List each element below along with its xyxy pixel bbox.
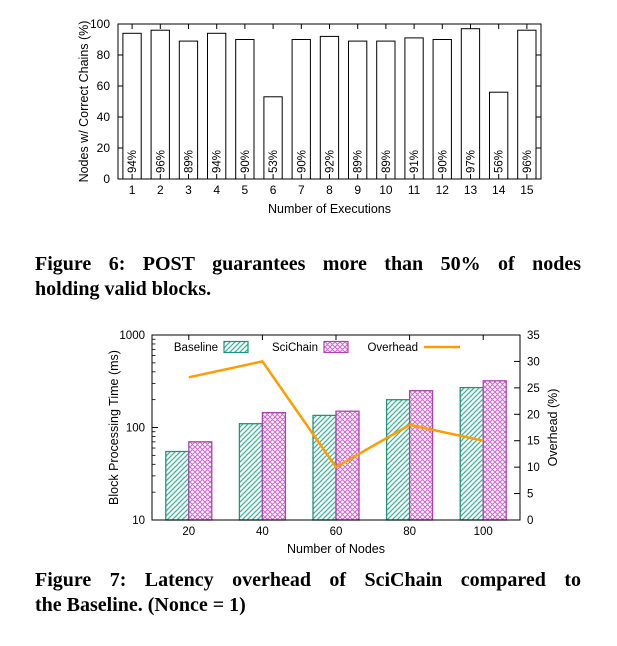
fig6-bar-value-label: 97%	[466, 150, 478, 173]
x-axis-title: Number of Executions	[268, 202, 391, 216]
x-tick-label: 5	[242, 183, 249, 197]
x-tick-label: 7	[298, 183, 305, 197]
fig7-bar-baseline	[312, 414, 337, 521]
fig6-bar-value-label: 56%	[494, 150, 506, 173]
legend-label: Overhead	[367, 342, 418, 354]
fig6-bar-value-label: 92%	[325, 150, 337, 173]
fig7-bar-baseline	[385, 399, 411, 521]
legend-label: Baseline	[174, 342, 218, 354]
y-tick-label: 80	[97, 48, 111, 62]
x-tick-label: 15	[520, 183, 534, 197]
legend-swatch	[323, 340, 349, 354]
x-tick-label: 13	[464, 183, 478, 197]
x-tick-label: 100	[474, 526, 493, 538]
y-right-tick-label: 35	[527, 330, 540, 342]
y-right-axis-title: Overhead (%)	[546, 389, 560, 467]
y-tick-label: 0	[103, 172, 110, 186]
fig6-bar-value-label: 94%	[127, 150, 139, 173]
fig6-bar-value-label: 94%	[212, 150, 224, 173]
plot-border	[117, 23, 542, 180]
x-tick-label: 14	[492, 183, 506, 197]
fig6-bar-value-label: 96%	[522, 150, 534, 173]
fig6-bar-value-label: 90%	[296, 150, 308, 173]
figure6-caption-line-1: Figure 6: POST guarantees more than 50% …	[35, 253, 581, 275]
plot-border	[151, 334, 521, 521]
x-tick-label: 9	[354, 183, 361, 197]
y-right-tick-label: 5	[527, 489, 533, 501]
fig7-overhead-line	[188, 360, 484, 469]
y-left-tick-label: 1000	[119, 330, 145, 342]
y-tick-label: 60	[97, 79, 111, 93]
x-tick-label: 4	[213, 183, 220, 197]
y-axis-title: Nodes w/ Correct Chains (%)	[77, 21, 91, 183]
y-tick-label: 100	[90, 17, 110, 31]
legend-label: SciChain	[272, 342, 318, 354]
fig6-bar-value-label: 89%	[184, 150, 196, 173]
x-tick-label: 6	[270, 183, 277, 197]
figure7-caption: Figure 7: Latency overhead of SciChain c…	[35, 568, 581, 618]
figure7-grouped-bar-line-chart: 10 100 1000 0 5 10 15 20 25 30 35 20 40 60 80 100 Baseli…	[107, 330, 560, 556]
fig6-bar-value-label: 53%	[268, 150, 280, 173]
y-left-axis-title: Block Processing Time (ms)	[107, 350, 121, 505]
y-left-tick-label: 10	[132, 515, 145, 527]
fig6-bar-value-label: 91%	[409, 150, 421, 173]
fig7-bar-baseline	[165, 450, 190, 521]
x-tick-label: 3	[185, 183, 192, 197]
y-right-tick-label: 10	[527, 462, 540, 474]
figure6-caption: Figure 6: POST guarantees more than 50% …	[35, 252, 581, 302]
y-tick-label: 40	[97, 110, 111, 124]
y-right-tick-label: 0	[527, 515, 533, 527]
x-tick-label: 2	[157, 183, 164, 197]
fig6-bar-value-label: 90%	[437, 150, 449, 173]
fig7-bar-scichain	[261, 411, 287, 521]
y-left-tick-label: 100	[126, 423, 145, 435]
fig6-bar-value-label: 89%	[381, 150, 393, 173]
x-tick-label: 60	[330, 526, 343, 538]
legend-swatch	[223, 340, 249, 354]
y-right-tick-label: 15	[527, 436, 540, 448]
figure7-caption-line-2: the Baseline. (Nonce = 1)	[35, 594, 246, 616]
x-tick-label: 11	[408, 183, 421, 197]
x-tick-label: 80	[403, 526, 416, 538]
fig7-bar-baseline	[459, 386, 484, 521]
fig6-bar-value-label: 90%	[240, 150, 252, 173]
figure6-caption-line-2: holding valid blocks.	[35, 278, 212, 300]
x-tick-label: 40	[256, 526, 269, 538]
fig6-bar-value-label: 89%	[353, 150, 365, 173]
figure6-bar-chart: 0 20 40 60 80 100 1 94% 2 96% 3 89% 4 94% 5 90% 6 53% 7 90%…	[77, 17, 542, 216]
fig7-bar-scichain	[482, 380, 507, 521]
fig7-bar-scichain	[188, 441, 213, 521]
x-tick-label: 20	[182, 526, 195, 538]
y-right-tick-label: 20	[527, 409, 540, 421]
x-tick-label: 1	[129, 183, 136, 197]
y-right-tick-label: 25	[527, 383, 540, 395]
y-right-tick-label: 30	[527, 356, 540, 368]
y-tick-label: 20	[97, 141, 111, 155]
x-tick-label: 10	[379, 183, 393, 197]
fig7-bar-baseline	[238, 423, 264, 521]
fig7-bar-scichain	[408, 390, 434, 521]
x-axis-title: Number of Nodes	[287, 542, 385, 556]
fig6-bar-value-label: 96%	[155, 150, 167, 173]
figure7-caption-line-1: Figure 7: Latency overhead of SciChain c…	[35, 569, 581, 591]
x-tick-label: 12	[436, 183, 450, 197]
x-tick-label: 8	[326, 183, 333, 197]
